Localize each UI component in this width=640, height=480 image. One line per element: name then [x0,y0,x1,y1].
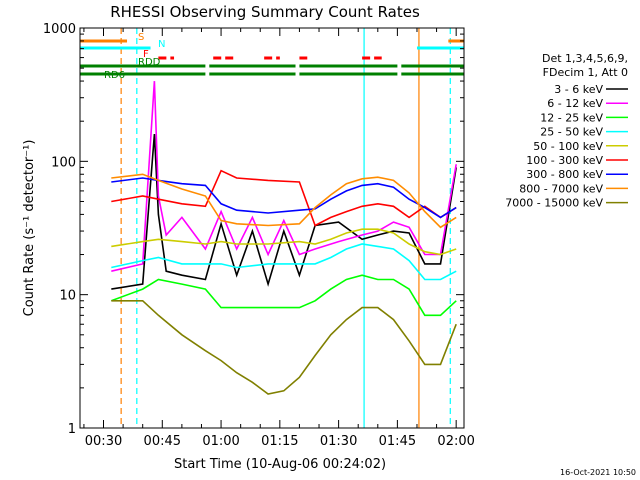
x-tick-label-0: 00:30 [85,434,122,449]
series-line-8 [111,299,457,395]
x-tick-label-3: 01:15 [261,434,298,449]
legend-header-0: Det 1,3,4,5,6,9, [542,52,628,65]
flag-label-n: N [158,39,165,50]
series-line-2 [111,274,457,317]
series-line-0 [111,134,457,290]
chart-title: RHESSI Observing Summary Count Rates [110,3,420,21]
legend-label-0: 3 - 6 keV [554,83,603,96]
legend-label-5: 100 - 300 keV [526,154,603,167]
flag-label-rdd: RDD [138,57,161,68]
legend-label-4: 50 - 100 keV [533,140,603,153]
series-line-4 [111,228,457,256]
y-tick-label-0: 1 [68,422,76,437]
x-tick-label-4: 01:30 [320,434,357,449]
legend-label-1: 6 - 12 keV [547,97,603,110]
y-axis-label: Count Rate (s⁻¹ detector⁻¹) [22,140,37,317]
y-tick-label-1: 10 [59,289,76,304]
y-tick-label-3: 1000 [43,22,76,37]
legend-header-1: FDecim 1, Att 0 [543,66,628,79]
flag-label-f: F [143,49,149,60]
legend-label-6: 300 - 800 keV [526,168,603,181]
series-line-6 [111,177,457,219]
legend-label-8: 7000 - 15000 keV [505,197,603,210]
legend-label-2: 12 - 25 keV [540,111,603,124]
y-tick-label-2: 100 [51,155,76,170]
x-tick-label-5: 01:45 [379,434,416,449]
footer-timestamp: 16-Oct-2021 10:50 [560,468,636,477]
x-tick-label-1: 00:45 [144,434,181,449]
flag-label-s: S [138,32,144,43]
series-line-5 [111,169,457,227]
series-line-3 [111,243,457,281]
flag-label-rd6: RD6 [104,70,125,81]
x-tick-label-2: 01:00 [202,434,239,449]
series-line-1 [111,81,457,272]
x-axis-label: Start Time (10-Aug-06 00:24:02) [174,457,386,472]
legend-label-3: 25 - 50 keV [540,126,603,139]
series-line-7 [111,173,457,229]
legend-label-7: 800 - 7000 keV [519,182,603,195]
x-tick-label-6: 02:00 [437,434,474,449]
plot-frame [79,27,465,429]
